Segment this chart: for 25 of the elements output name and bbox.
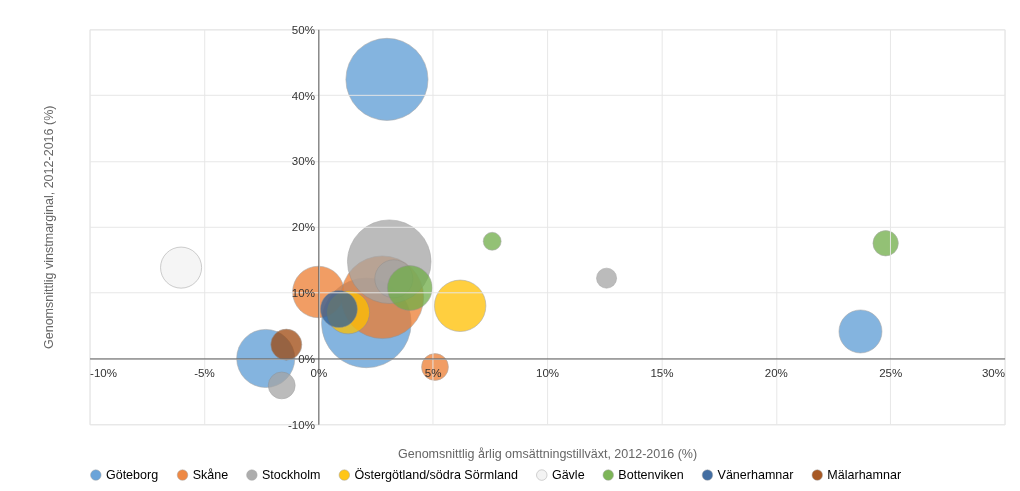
x-tick-label: 10% xyxy=(536,367,560,380)
x-tick-label: 20% xyxy=(764,367,788,380)
legend-label: Stockholm xyxy=(261,467,321,482)
y-axis-title: Genomsnittlig vinstmarginal, 2012-2016 (%) xyxy=(42,105,57,350)
x-tick-label: 5% xyxy=(424,367,442,380)
y-tick-label: 10% xyxy=(291,286,315,299)
x-tick-label: 30% xyxy=(981,367,1006,380)
x-axis-title: Genomsnittlig årlig omsättningstillväxt, 2012-2016 (%) xyxy=(398,447,698,462)
x-tick-label: 15% xyxy=(650,367,674,380)
legend-label: Göteborg xyxy=(105,467,159,482)
x-tick-label: -5% xyxy=(194,367,215,380)
x-tick-label: -10% xyxy=(90,367,118,380)
legend-label: Östergötland/södra Sörmland xyxy=(354,467,518,482)
legend-label: Bottenviken xyxy=(618,467,684,482)
y-tick-label: 20% xyxy=(291,221,315,234)
y-tick-label: 30% xyxy=(291,155,315,168)
x-tick-label: 25% xyxy=(879,367,903,380)
legend-label: Vänerhamnar xyxy=(717,467,794,482)
legend-label: Skåne xyxy=(192,467,229,482)
y-tick-label: 50% xyxy=(291,23,315,36)
legend-label: Mälarhamnar xyxy=(827,467,902,482)
y-tick-label: -10% xyxy=(287,418,315,431)
legend-label: Gävle xyxy=(551,467,585,482)
y-tick-label: 40% xyxy=(291,89,315,102)
y-tick-label: 0% xyxy=(298,352,315,365)
